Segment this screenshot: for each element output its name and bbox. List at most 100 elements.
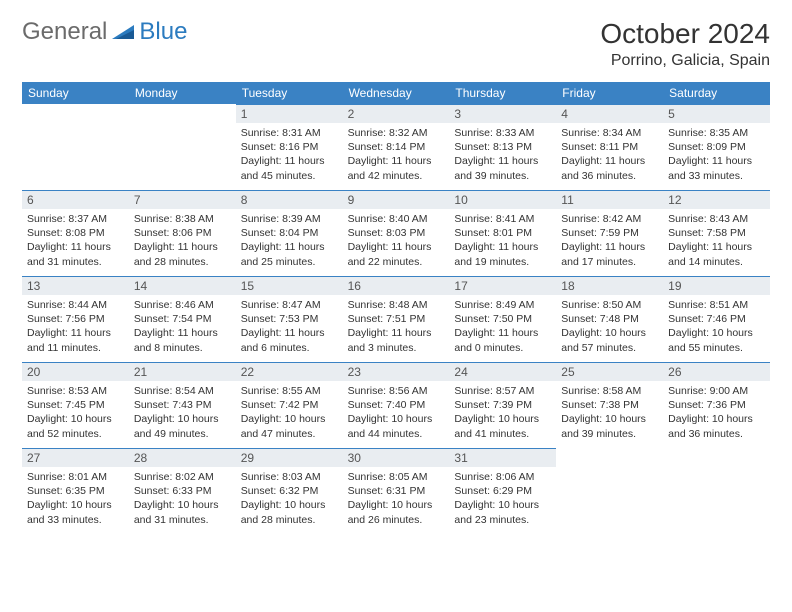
day-number: 29 (236, 449, 343, 467)
day-cell: 27Sunrise: 8:01 AMSunset: 6:35 PMDayligh… (22, 448, 129, 534)
sunset-text: Sunset: 7:48 PM (561, 312, 658, 326)
sunset-text: Sunset: 7:43 PM (134, 398, 231, 412)
sunrise-text: Sunrise: 8:48 AM (348, 298, 445, 312)
day-body: Sunrise: 8:02 AMSunset: 6:33 PMDaylight:… (129, 467, 236, 530)
day-cell: 2Sunrise: 8:32 AMSunset: 8:14 PMDaylight… (343, 104, 450, 190)
day-cell: 22Sunrise: 8:55 AMSunset: 7:42 PMDayligh… (236, 362, 343, 448)
day-number: 24 (449, 363, 556, 381)
day-number: 26 (663, 363, 770, 381)
sunrise-text: Sunrise: 8:58 AM (561, 384, 658, 398)
weekday-header: Saturday (663, 82, 770, 104)
daylight-text: Daylight: 10 hours and 23 minutes. (454, 498, 551, 526)
day-number: 17 (449, 277, 556, 295)
sunset-text: Sunset: 7:36 PM (668, 398, 765, 412)
sunset-text: Sunset: 6:31 PM (348, 484, 445, 498)
day-body: Sunrise: 8:41 AMSunset: 8:01 PMDaylight:… (449, 209, 556, 272)
sunset-text: Sunset: 7:53 PM (241, 312, 338, 326)
day-cell: 6Sunrise: 8:37 AMSunset: 8:08 PMDaylight… (22, 190, 129, 276)
daylight-text: Daylight: 11 hours and 45 minutes. (241, 154, 338, 182)
weekday-header: Friday (556, 82, 663, 104)
day-number: 8 (236, 191, 343, 209)
sunset-text: Sunset: 7:58 PM (668, 226, 765, 240)
day-number: 1 (236, 105, 343, 123)
weekday-header: Tuesday (236, 82, 343, 104)
day-number: 13 (22, 277, 129, 295)
sunset-text: Sunset: 6:33 PM (134, 484, 231, 498)
sunrise-text: Sunrise: 8:50 AM (561, 298, 658, 312)
day-cell: 13Sunrise: 8:44 AMSunset: 7:56 PMDayligh… (22, 276, 129, 362)
day-cell: 10Sunrise: 8:41 AMSunset: 8:01 PMDayligh… (449, 190, 556, 276)
sunrise-text: Sunrise: 8:37 AM (27, 212, 124, 226)
sunrise-text: Sunrise: 8:05 AM (348, 470, 445, 484)
day-cell (663, 448, 770, 534)
day-body: Sunrise: 8:49 AMSunset: 7:50 PMDaylight:… (449, 295, 556, 358)
day-body: Sunrise: 8:55 AMSunset: 7:42 PMDaylight:… (236, 381, 343, 444)
day-cell: 5Sunrise: 8:35 AMSunset: 8:09 PMDaylight… (663, 104, 770, 190)
day-number: 2 (343, 105, 450, 123)
sunset-text: Sunset: 7:51 PM (348, 312, 445, 326)
day-body: Sunrise: 8:39 AMSunset: 8:04 PMDaylight:… (236, 209, 343, 272)
day-number: 12 (663, 191, 770, 209)
sunset-text: Sunset: 8:01 PM (454, 226, 551, 240)
daylight-text: Daylight: 11 hours and 42 minutes. (348, 154, 445, 182)
day-body: Sunrise: 8:56 AMSunset: 7:40 PMDaylight:… (343, 381, 450, 444)
logo: General Blue (22, 18, 187, 46)
day-body: Sunrise: 8:42 AMSunset: 7:59 PMDaylight:… (556, 209, 663, 272)
day-body: Sunrise: 8:46 AMSunset: 7:54 PMDaylight:… (129, 295, 236, 358)
day-number: 15 (236, 277, 343, 295)
daylight-text: Daylight: 10 hours and 44 minutes. (348, 412, 445, 440)
day-body: Sunrise: 8:54 AMSunset: 7:43 PMDaylight:… (129, 381, 236, 444)
day-body: Sunrise: 8:01 AMSunset: 6:35 PMDaylight:… (22, 467, 129, 530)
daylight-text: Daylight: 10 hours and 31 minutes. (134, 498, 231, 526)
daylight-text: Daylight: 10 hours and 55 minutes. (668, 326, 765, 354)
daylight-text: Daylight: 11 hours and 6 minutes. (241, 326, 338, 354)
day-number: 5 (663, 105, 770, 123)
sunset-text: Sunset: 8:14 PM (348, 140, 445, 154)
week-row: 1Sunrise: 8:31 AMSunset: 8:16 PMDaylight… (22, 104, 770, 190)
sunrise-text: Sunrise: 8:57 AM (454, 384, 551, 398)
day-body: Sunrise: 8:06 AMSunset: 6:29 PMDaylight:… (449, 467, 556, 530)
sunrise-text: Sunrise: 8:01 AM (27, 470, 124, 484)
calendar: SundayMondayTuesdayWednesdayThursdayFrid… (22, 82, 770, 534)
day-body: Sunrise: 8:40 AMSunset: 8:03 PMDaylight:… (343, 209, 450, 272)
sunrise-text: Sunrise: 8:33 AM (454, 126, 551, 140)
daylight-text: Daylight: 10 hours and 52 minutes. (27, 412, 124, 440)
day-body: Sunrise: 8:50 AMSunset: 7:48 PMDaylight:… (556, 295, 663, 358)
day-body: Sunrise: 8:58 AMSunset: 7:38 PMDaylight:… (556, 381, 663, 444)
day-cell: 7Sunrise: 8:38 AMSunset: 8:06 PMDaylight… (129, 190, 236, 276)
sunset-text: Sunset: 6:32 PM (241, 484, 338, 498)
sunrise-text: Sunrise: 8:31 AM (241, 126, 338, 140)
daylight-text: Daylight: 11 hours and 31 minutes. (27, 240, 124, 268)
sunrise-text: Sunrise: 8:34 AM (561, 126, 658, 140)
sunset-text: Sunset: 8:16 PM (241, 140, 338, 154)
daylight-text: Daylight: 11 hours and 28 minutes. (134, 240, 231, 268)
day-cell (22, 104, 129, 190)
day-number: 11 (556, 191, 663, 209)
sunrise-text: Sunrise: 8:39 AM (241, 212, 338, 226)
day-cell: 16Sunrise: 8:48 AMSunset: 7:51 PMDayligh… (343, 276, 450, 362)
day-body: Sunrise: 8:47 AMSunset: 7:53 PMDaylight:… (236, 295, 343, 358)
sunset-text: Sunset: 7:38 PM (561, 398, 658, 412)
daylight-text: Daylight: 11 hours and 0 minutes. (454, 326, 551, 354)
sunrise-text: Sunrise: 8:40 AM (348, 212, 445, 226)
day-body: Sunrise: 8:03 AMSunset: 6:32 PMDaylight:… (236, 467, 343, 530)
sunset-text: Sunset: 8:08 PM (27, 226, 124, 240)
daylight-text: Daylight: 11 hours and 25 minutes. (241, 240, 338, 268)
day-cell: 29Sunrise: 8:03 AMSunset: 6:32 PMDayligh… (236, 448, 343, 534)
day-cell: 31Sunrise: 8:06 AMSunset: 6:29 PMDayligh… (449, 448, 556, 534)
day-cell: 14Sunrise: 8:46 AMSunset: 7:54 PMDayligh… (129, 276, 236, 362)
day-number: 18 (556, 277, 663, 295)
day-cell: 8Sunrise: 8:39 AMSunset: 8:04 PMDaylight… (236, 190, 343, 276)
daylight-text: Daylight: 10 hours and 57 minutes. (561, 326, 658, 354)
sunrise-text: Sunrise: 9:00 AM (668, 384, 765, 398)
day-cell: 26Sunrise: 9:00 AMSunset: 7:36 PMDayligh… (663, 362, 770, 448)
sunrise-text: Sunrise: 8:41 AM (454, 212, 551, 226)
daylight-text: Daylight: 10 hours and 41 minutes. (454, 412, 551, 440)
day-cell: 30Sunrise: 8:05 AMSunset: 6:31 PMDayligh… (343, 448, 450, 534)
day-cell: 20Sunrise: 8:53 AMSunset: 7:45 PMDayligh… (22, 362, 129, 448)
day-number: 9 (343, 191, 450, 209)
day-body: Sunrise: 8:51 AMSunset: 7:46 PMDaylight:… (663, 295, 770, 358)
sunset-text: Sunset: 8:13 PM (454, 140, 551, 154)
day-number: 7 (129, 191, 236, 209)
sunset-text: Sunset: 6:35 PM (27, 484, 124, 498)
